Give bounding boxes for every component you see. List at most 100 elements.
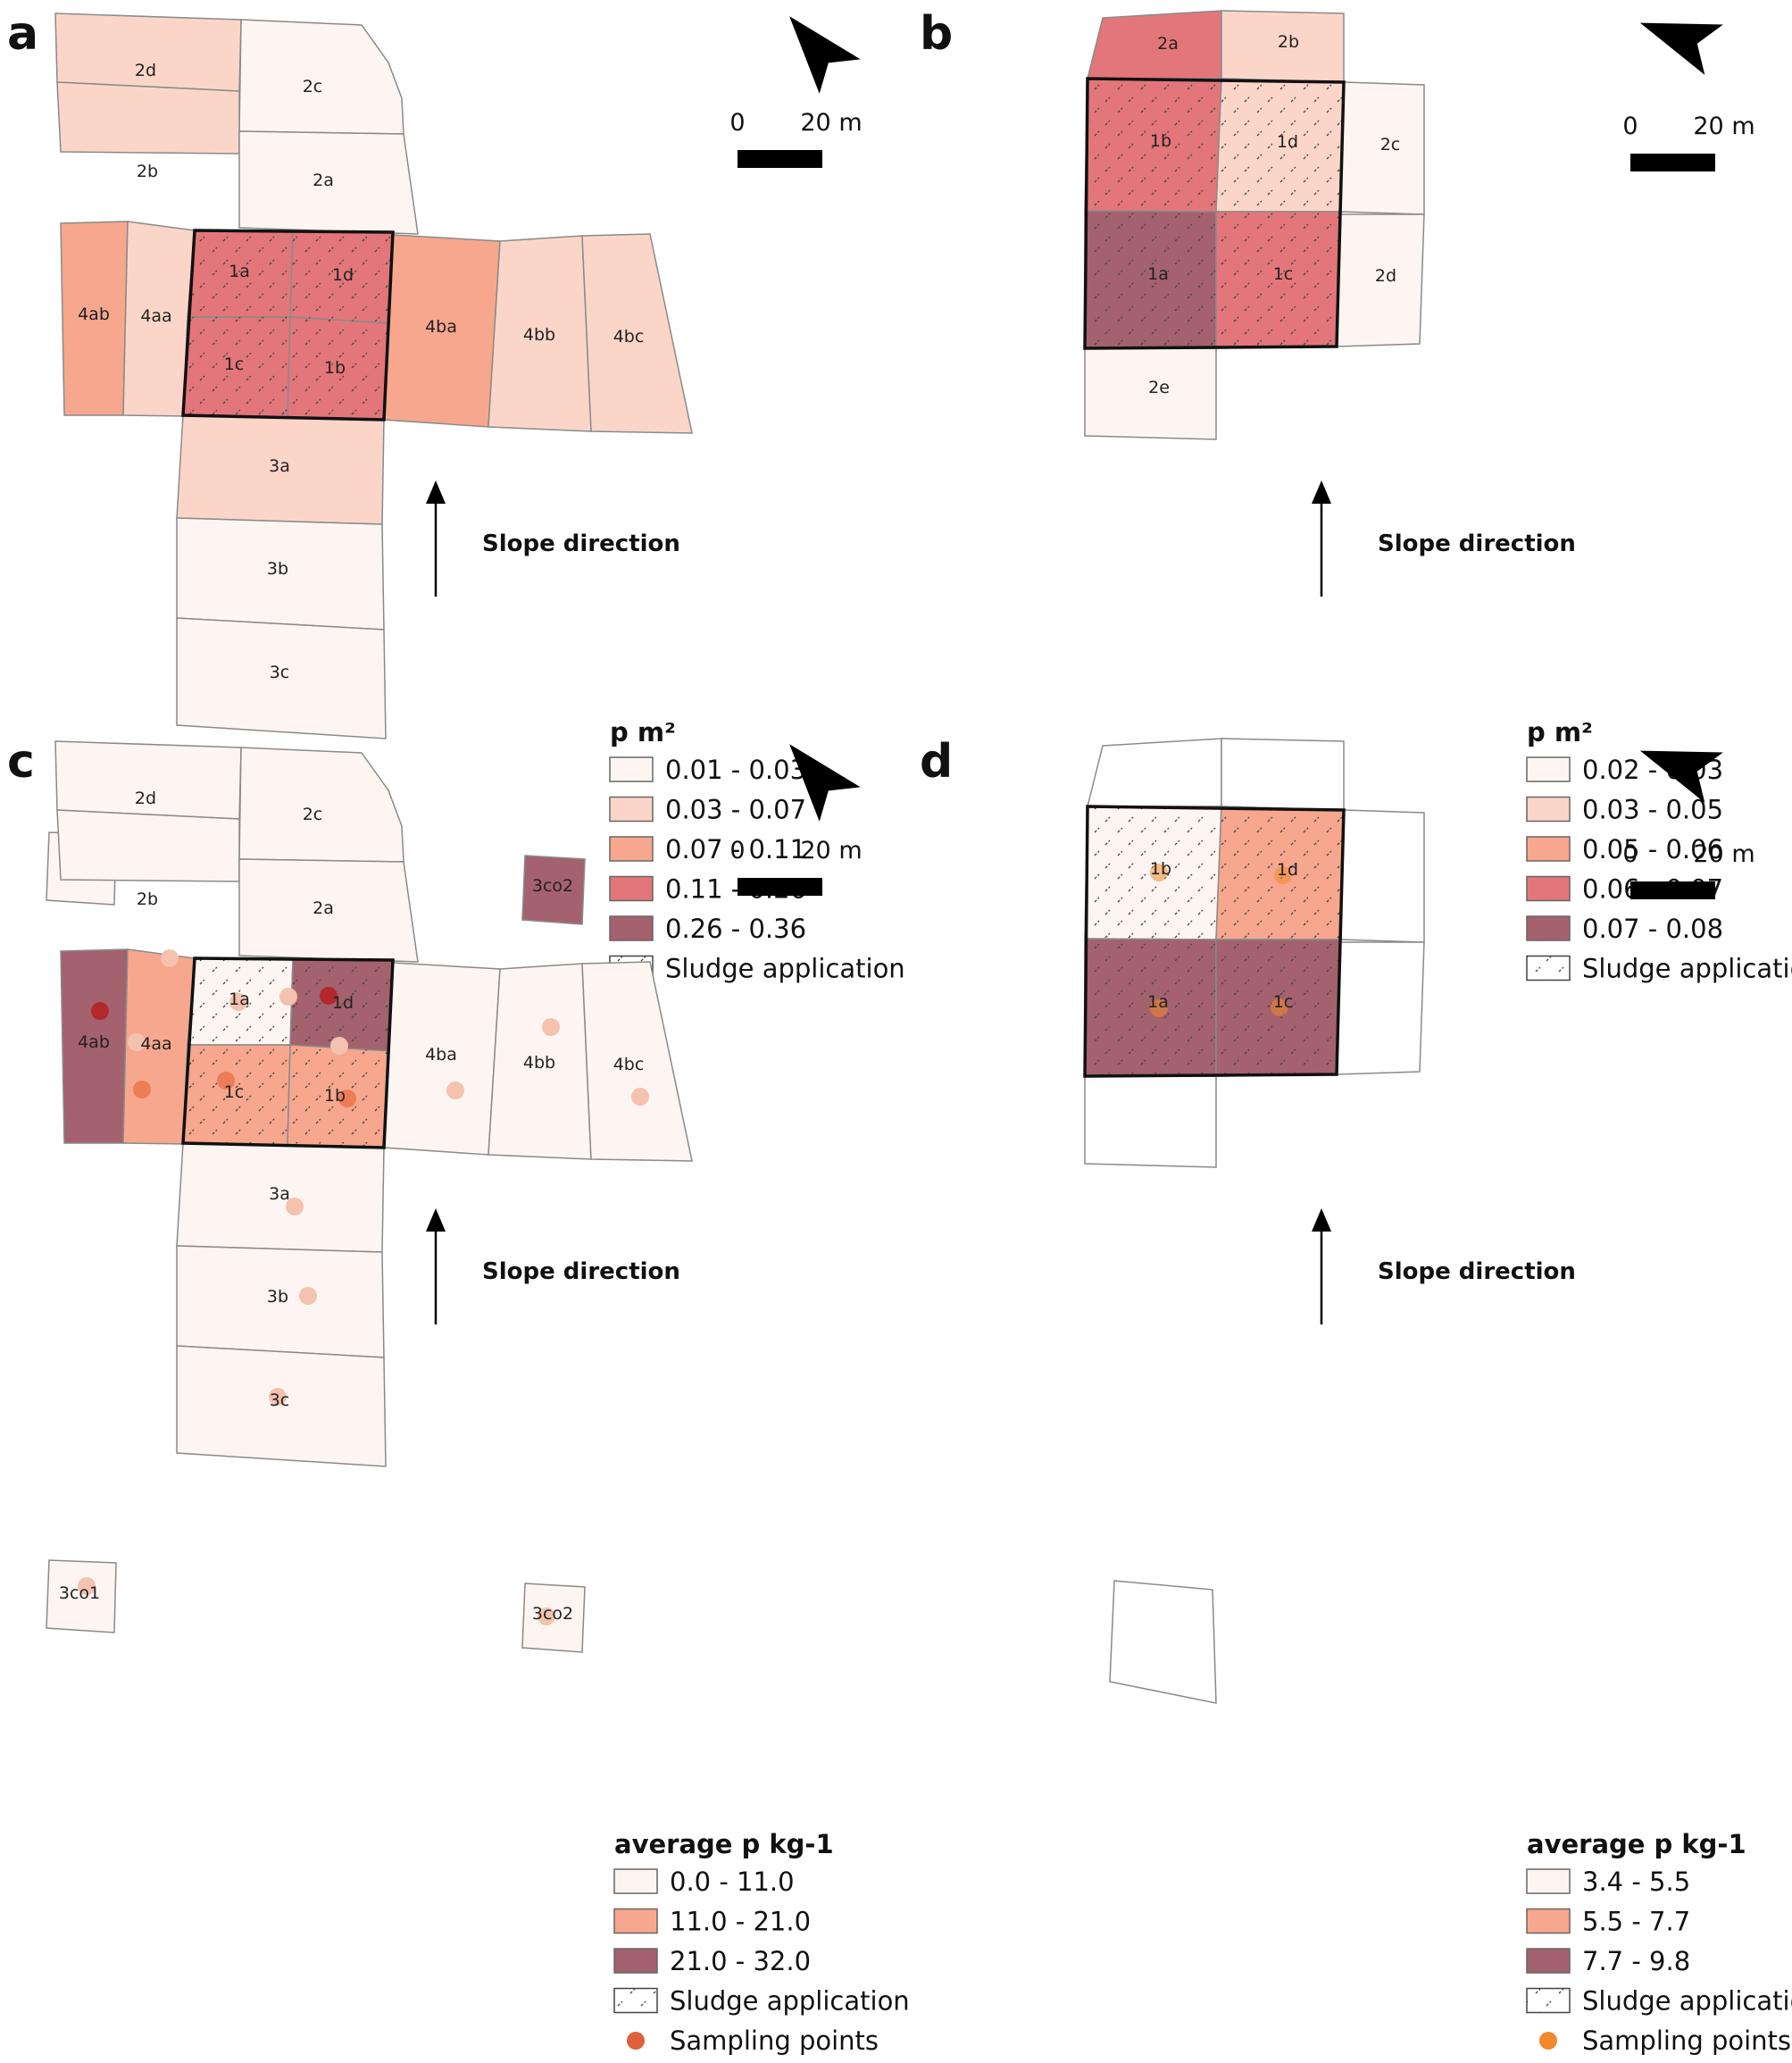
panel-d: d 1b 1d 1a 1c — [920, 735, 1425, 1704]
legend-sludge-label: Sludge application — [1582, 1986, 1792, 2017]
legend-label-1: 0.03 - 0.05 — [1582, 795, 1723, 825]
sampling-point — [320, 987, 338, 1005]
legend-sampling-point-icon — [1539, 2032, 1557, 2050]
legend-sludge-hatch — [1527, 956, 1570, 981]
legend-title: average p kg-1 — [614, 1829, 834, 1859]
plot-hatch-1c — [1216, 212, 1339, 348]
scale-bar — [738, 878, 822, 896]
scale-zero-label: 0 — [729, 109, 745, 137]
plot-label-2b: 2b — [137, 162, 158, 181]
legend-swatch-3 — [1526, 875, 1571, 902]
plot-label-1a: 1a — [229, 262, 250, 281]
plot-3c — [176, 1345, 387, 1467]
legend-sludge-hatch — [614, 1988, 657, 2013]
plot-label-2a: 2a — [313, 898, 334, 918]
plot-2a — [238, 858, 419, 963]
plot-label-4ab: 4ab — [78, 305, 110, 324]
slope-direction-label: Slope direction — [1378, 530, 1576, 557]
plot-outline-2co1 — [1109, 1580, 1217, 1704]
panel-a: a 2d 2c 2b 2a 4ab 4aa 1a 1d 1c 1b 4ba 4bb 4bc 3a 3b 3c 3c… — [7, 7, 693, 925]
plot-label-3c: 3c — [270, 663, 290, 682]
plot-label-4ab: 4ab — [78, 1032, 110, 1052]
legend-swatch-1 — [613, 1908, 658, 1934]
plot-label-4bc: 4bc — [613, 1055, 645, 1074]
legend-points-label: Sampling points — [1582, 2025, 1791, 2056]
plot-2b — [56, 81, 240, 155]
scale-bar-group: 0 20 m — [1622, 113, 1755, 171]
scale-bar-group: 0 20 m — [1622, 840, 1755, 899]
scale-distance-label: 20 m — [1693, 113, 1754, 140]
scale-distance-label: 20 m — [800, 837, 862, 864]
scale-distance-label: 20 m — [800, 109, 862, 137]
legend-swatch-2 — [1526, 1948, 1571, 1974]
slope-direction-label: Slope direction — [1378, 1258, 1576, 1285]
plot-label-2c: 2c — [303, 77, 323, 96]
plot-label-1a: 1a — [229, 990, 250, 1009]
plot-label-1d: 1d — [1277, 132, 1298, 152]
plot-outline-2c — [1338, 809, 1425, 943]
plot-hatch-1a — [188, 230, 293, 317]
sampling-point — [128, 1033, 146, 1051]
slope-direction: Slope direction — [426, 1208, 680, 1324]
plot-label-2b: 2b — [1278, 32, 1299, 52]
scale-bar — [738, 150, 822, 168]
slope-arrow-icon — [1312, 480, 1331, 504]
plot-label-4bb: 4bb — [523, 1053, 555, 1073]
legend-sludge-label: Sludge application — [670, 1986, 910, 2017]
north-arrow-icon — [1639, 750, 1723, 803]
legend: p m²0.01 - 0.030.03 - 0.070.07 - 0.110.1… — [609, 717, 905, 984]
plot-label-3b: 3b — [267, 1287, 288, 1307]
plot-hatch-1b — [288, 317, 391, 420]
legend-title: average p kg-1 — [1527, 1829, 1746, 1859]
legend-swatch-2 — [613, 1948, 658, 1974]
sampling-point — [446, 1082, 464, 1099]
legend-label-4: 0.07 - 0.08 — [1582, 914, 1723, 944]
legend-swatch-0 — [613, 1868, 658, 1894]
plot-label-3co2: 3co2 — [532, 1604, 573, 1624]
legend: average p kg-1 3.4 - 5.5 5.5 - 7.7 7.7 - 9.… — [1526, 1829, 1792, 2056]
panel-letter: b — [920, 7, 953, 61]
plot-label-4aa: 4aa — [140, 306, 171, 326]
sampling-point — [286, 1198, 304, 1215]
sampling-point — [229, 993, 247, 1011]
scale-bar-group: 0 20 m — [729, 837, 863, 896]
legend-swatch-4 — [609, 915, 654, 941]
legend-sludge-label: Sludge application — [1582, 954, 1792, 984]
plot-4bc — [581, 233, 693, 434]
sampling-point — [330, 1037, 348, 1055]
legend-label-2: 21.0 - 32.0 — [670, 1946, 811, 1976]
plot-3c — [176, 617, 387, 739]
plot-outline-2b — [1221, 738, 1345, 811]
plot-outline-2d — [1336, 941, 1425, 1075]
plot-4bc — [581, 961, 693, 1162]
plot-hatch-1c — [183, 1045, 290, 1146]
panel-c: c 2d 2c 2b 2a 4ab 4aa 1a 1d 1c 1b 4ba 4bb 4bc 3a 3b 3c 3c… — [7, 735, 693, 1653]
plot-label-1a: 1a — [1147, 264, 1169, 284]
north-arrow-icon — [1639, 22, 1723, 75]
plot-label-4aa: 4aa — [140, 1034, 171, 1054]
north-arrow-icon — [789, 744, 861, 822]
sampling-point — [1271, 998, 1288, 1016]
slope-direction: Slope direction — [1312, 480, 1576, 597]
plot-label-4ba: 4ba — [425, 1045, 457, 1065]
legend-swatch-1 — [1526, 1908, 1571, 1934]
scale-zero-label: 0 — [1622, 840, 1638, 868]
scale-bar — [1630, 154, 1715, 171]
plot-label-3a: 3a — [269, 456, 290, 476]
legend-label-2: 0.05 - 0.06 — [1582, 834, 1723, 864]
plot-3co2 — [521, 855, 586, 925]
legend-swatch-0 — [609, 756, 654, 782]
sampling-point — [78, 1577, 96, 1595]
legend-swatch-1 — [1526, 796, 1571, 823]
scale-bar-group: 0 20 m — [729, 109, 863, 168]
plot-label-1d: 1d — [1277, 860, 1298, 880]
plot-label-1c: 1c — [1273, 264, 1294, 284]
plot-label-2c: 2c — [1380, 135, 1401, 155]
legend-sampling-point-icon — [627, 2032, 645, 2050]
plot-label-1b: 1b — [324, 1086, 346, 1106]
plot-label-2a: 2a — [313, 171, 334, 190]
north-arrow-icon — [789, 16, 861, 94]
plot-2b — [56, 809, 240, 882]
legend-title: p m² — [1527, 717, 1593, 748]
legend-label-1: 11.0 - 21.0 — [670, 1907, 811, 1937]
